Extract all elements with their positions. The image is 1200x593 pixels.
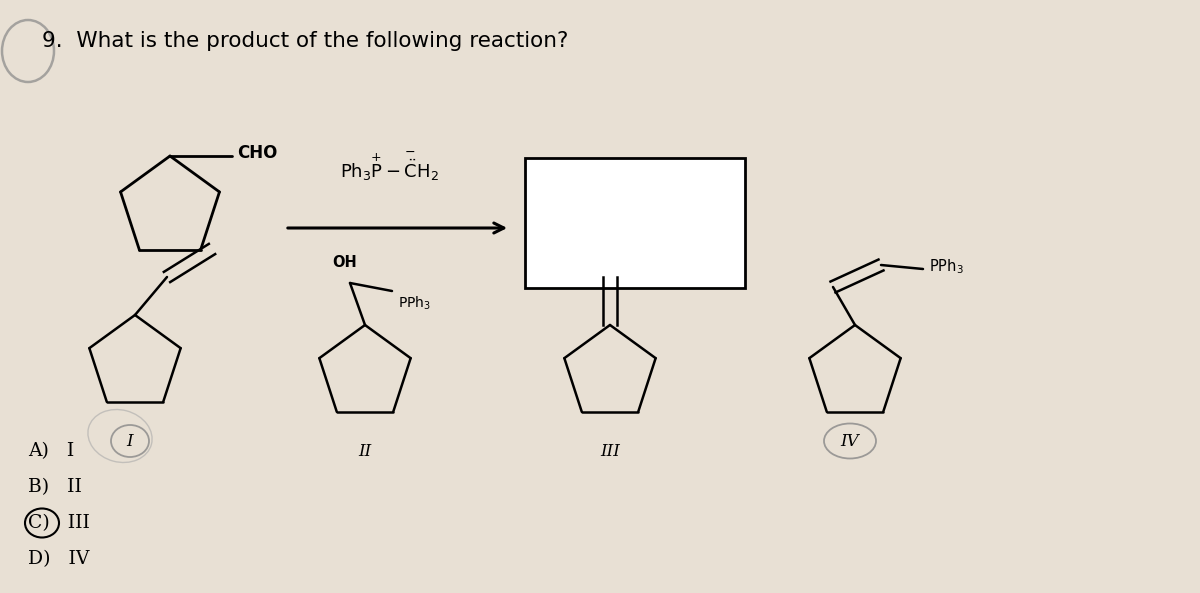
Text: $\mathsf{PPh_3}$: $\mathsf{PPh_3}$ (398, 295, 431, 313)
Text: $\mathsf{Ph_3\overset{+}{P}-\overset{-}{\ddot{C}}H_2}$: $\mathsf{Ph_3\overset{+}{P}-\overset{-}{… (340, 149, 439, 183)
Text: $\mathsf{PPh_3}$: $\mathsf{PPh_3}$ (929, 257, 964, 276)
Text: D)   IV: D) IV (28, 550, 89, 568)
Text: III: III (600, 442, 620, 460)
Text: 9.  What is the product of the following reaction?: 9. What is the product of the following … (42, 31, 569, 51)
Text: C)   III: C) III (28, 514, 90, 532)
Text: B)   II: B) II (28, 478, 82, 496)
Text: II: II (359, 442, 372, 460)
Bar (526, 158, 745, 288)
Text: OH: OH (332, 255, 358, 270)
Text: A)   I: A) I (28, 442, 74, 460)
Text: I: I (127, 432, 133, 449)
Text: CHO: CHO (236, 144, 277, 162)
Text: IV: IV (841, 432, 859, 449)
